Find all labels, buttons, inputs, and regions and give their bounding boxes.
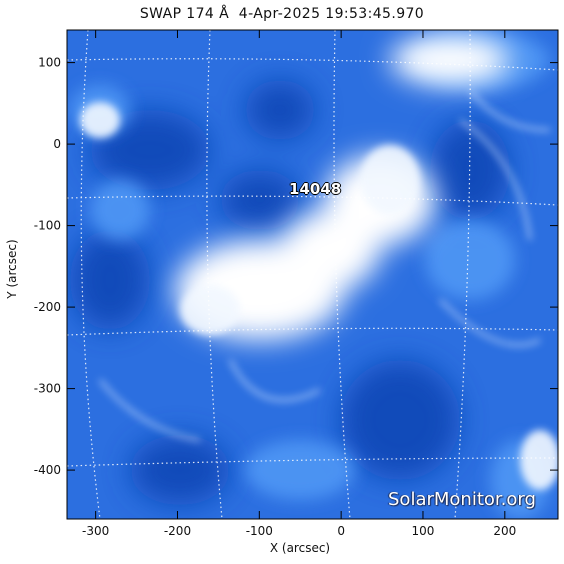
y-tick-label: 100 — [38, 56, 61, 70]
x-axis-label: X (arcsec) — [269, 541, 331, 555]
x-tick-label: 200 — [493, 524, 516, 538]
x-tick-label: -300 — [82, 524, 109, 538]
y-tick-label: -100 — [34, 219, 61, 233]
x-tick-label: 0 — [337, 524, 345, 538]
heatmap-image — [67, 30, 558, 519]
heliographic-grid — [67, 30, 558, 519]
x-tick-label: 100 — [412, 524, 435, 538]
active-region-label: 14048 — [289, 179, 342, 198]
x-tick-label: -100 — [246, 524, 273, 538]
plot-frame — [66, 29, 559, 520]
chart-title: SWAP 174 Å 4-Apr-2025 19:53:45.970 — [139, 6, 425, 22]
x-tick-label: -200 — [164, 524, 191, 538]
y-tick-label: -400 — [34, 463, 61, 477]
y-tick-label: -200 — [34, 300, 61, 314]
watermark: SolarMonitor.org — [388, 489, 536, 510]
y-tick-label: 0 — [53, 137, 61, 151]
y-tick-label: -300 — [34, 382, 61, 396]
y-axis-label: Y (arcsec) — [5, 239, 19, 299]
